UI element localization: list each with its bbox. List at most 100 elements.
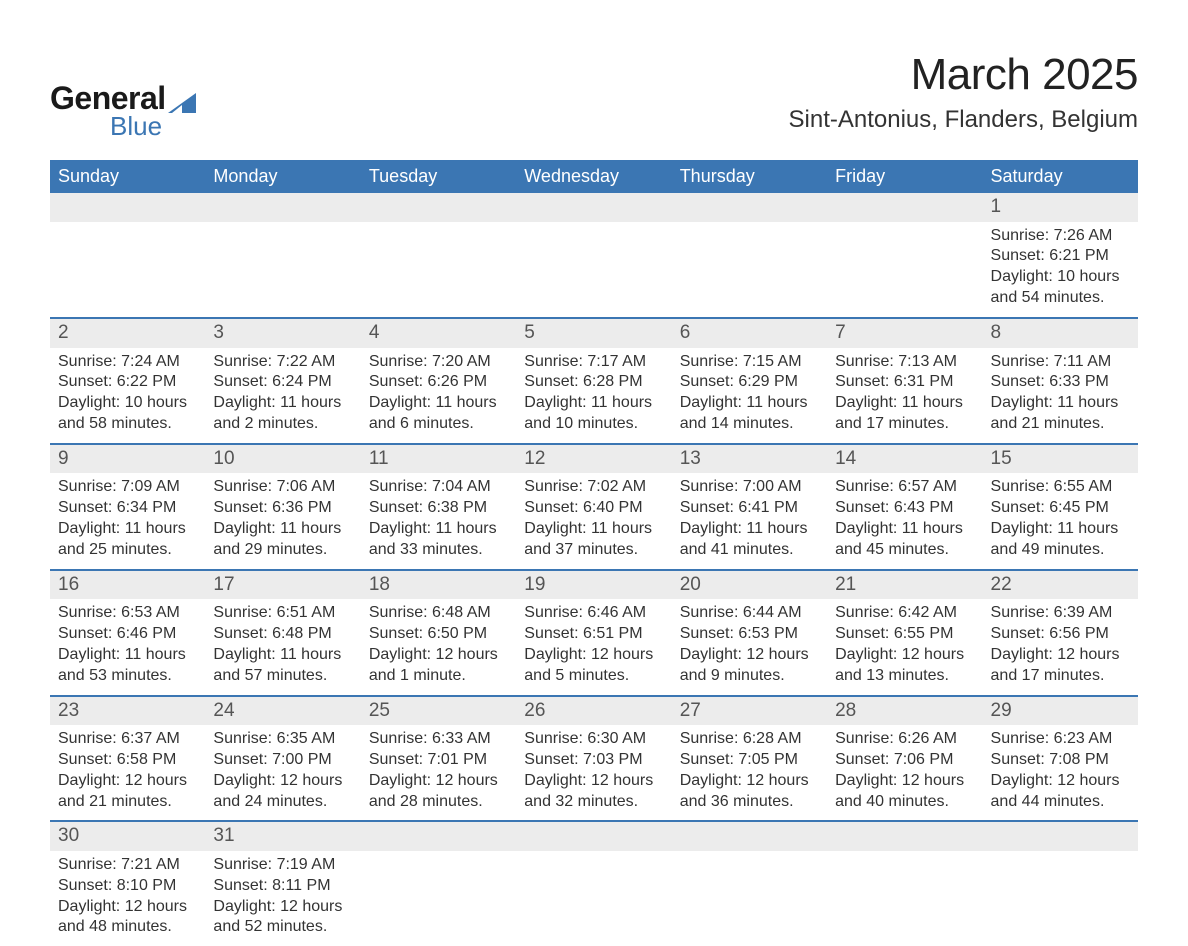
day-number-cell	[361, 821, 516, 851]
day-detail-cell	[516, 851, 671, 946]
sunrise-line: Sunrise: 6:28 AM	[680, 729, 819, 750]
sunrise-line: Sunrise: 7:11 AM	[991, 352, 1130, 373]
sunset-line: Sunset: 6:43 PM	[835, 498, 974, 519]
day-detail-cell: Sunrise: 6:26 AMSunset: 7:06 PMDaylight:…	[827, 725, 982, 821]
sunrise-line: Sunrise: 6:51 AM	[213, 603, 352, 624]
day-number-cell: 6	[672, 318, 827, 348]
day-detail-lines: Sunrise: 7:06 AMSunset: 6:36 PMDaylight:…	[213, 477, 352, 560]
day-detail-lines: Sunrise: 6:51 AMSunset: 6:48 PMDaylight:…	[213, 603, 352, 686]
day-detail-cell: Sunrise: 7:19 AMSunset: 8:11 PMDaylight:…	[205, 851, 360, 946]
day-number-cell: 25	[361, 696, 516, 726]
day-detail-lines: Sunrise: 6:37 AMSunset: 6:58 PMDaylight:…	[58, 729, 197, 812]
sunset-line: Sunset: 6:51 PM	[524, 624, 663, 645]
daylight-line: Daylight: 11 hours and 10 minutes.	[524, 393, 663, 435]
day-number-cell: 23	[50, 696, 205, 726]
day-detail-cell: Sunrise: 6:28 AMSunset: 7:05 PMDaylight:…	[672, 725, 827, 821]
day-detail-cell: Sunrise: 6:57 AMSunset: 6:43 PMDaylight:…	[827, 473, 982, 569]
daylight-line: Daylight: 11 hours and 14 minutes.	[680, 393, 819, 435]
sunrise-line: Sunrise: 6:33 AM	[369, 729, 508, 750]
weekday-header: Monday	[205, 160, 360, 193]
sunrise-line: Sunrise: 6:35 AM	[213, 729, 352, 750]
sunset-line: Sunset: 7:08 PM	[991, 750, 1130, 771]
day-number-cell: 5	[516, 318, 671, 348]
day-number-cell: 4	[361, 318, 516, 348]
sunset-line: Sunset: 6:22 PM	[58, 372, 197, 393]
sunset-line: Sunset: 6:21 PM	[991, 246, 1130, 267]
daylight-line: Daylight: 12 hours and 13 minutes.	[835, 645, 974, 687]
sunrise-line: Sunrise: 7:24 AM	[58, 352, 197, 373]
day-detail-row: Sunrise: 7:24 AMSunset: 6:22 PMDaylight:…	[50, 348, 1138, 444]
day-number-cell: 20	[672, 570, 827, 600]
sunset-line: Sunset: 6:36 PM	[213, 498, 352, 519]
daylight-line: Daylight: 10 hours and 54 minutes.	[991, 267, 1130, 309]
sunrise-line: Sunrise: 6:23 AM	[991, 729, 1130, 750]
daylight-line: Daylight: 11 hours and 6 minutes.	[369, 393, 508, 435]
day-number-cell: 15	[983, 444, 1138, 474]
day-number-cell	[516, 193, 671, 222]
day-detail-lines: Sunrise: 6:44 AMSunset: 6:53 PMDaylight:…	[680, 603, 819, 686]
sunrise-line: Sunrise: 7:21 AM	[58, 855, 197, 876]
day-detail-row: Sunrise: 6:53 AMSunset: 6:46 PMDaylight:…	[50, 599, 1138, 695]
day-detail-cell: Sunrise: 6:35 AMSunset: 7:00 PMDaylight:…	[205, 725, 360, 821]
sunrise-line: Sunrise: 7:00 AM	[680, 477, 819, 498]
day-number-cell: 12	[516, 444, 671, 474]
day-detail-lines: Sunrise: 7:04 AMSunset: 6:38 PMDaylight:…	[369, 477, 508, 560]
sunset-line: Sunset: 6:29 PM	[680, 372, 819, 393]
day-detail-cell	[983, 851, 1138, 946]
day-detail-lines: Sunrise: 6:35 AMSunset: 7:00 PMDaylight:…	[213, 729, 352, 812]
daylight-line: Daylight: 11 hours and 49 minutes.	[991, 519, 1130, 561]
day-detail-cell: Sunrise: 7:00 AMSunset: 6:41 PMDaylight:…	[672, 473, 827, 569]
day-detail-cell: Sunrise: 6:42 AMSunset: 6:55 PMDaylight:…	[827, 599, 982, 695]
day-number-cell: 13	[672, 444, 827, 474]
sunset-line: Sunset: 8:10 PM	[58, 876, 197, 897]
sunset-line: Sunset: 6:45 PM	[991, 498, 1130, 519]
sunrise-line: Sunrise: 7:17 AM	[524, 352, 663, 373]
day-detail-cell: Sunrise: 7:22 AMSunset: 6:24 PMDaylight:…	[205, 348, 360, 444]
daylight-line: Daylight: 11 hours and 57 minutes.	[213, 645, 352, 687]
day-detail-lines: Sunrise: 7:19 AMSunset: 8:11 PMDaylight:…	[213, 855, 352, 938]
day-number-cell	[672, 821, 827, 851]
day-number-cell: 30	[50, 821, 205, 851]
day-detail-lines: Sunrise: 7:17 AMSunset: 6:28 PMDaylight:…	[524, 352, 663, 435]
day-number-cell: 8	[983, 318, 1138, 348]
day-number-row: 16171819202122	[50, 570, 1138, 600]
day-number-row: 23242526272829	[50, 696, 1138, 726]
day-number-cell: 24	[205, 696, 360, 726]
daylight-line: Daylight: 11 hours and 53 minutes.	[58, 645, 197, 687]
sunset-line: Sunset: 6:50 PM	[369, 624, 508, 645]
day-detail-lines: Sunrise: 7:20 AMSunset: 6:26 PMDaylight:…	[369, 352, 508, 435]
sunset-line: Sunset: 6:34 PM	[58, 498, 197, 519]
sunset-line: Sunset: 8:11 PM	[213, 876, 352, 897]
day-number-cell: 11	[361, 444, 516, 474]
sunrise-line: Sunrise: 6:37 AM	[58, 729, 197, 750]
day-detail-cell: Sunrise: 6:55 AMSunset: 6:45 PMDaylight:…	[983, 473, 1138, 569]
day-number-cell: 19	[516, 570, 671, 600]
daylight-line: Daylight: 11 hours and 33 minutes.	[369, 519, 508, 561]
month-title: March 2025	[789, 50, 1139, 100]
daylight-line: Daylight: 10 hours and 58 minutes.	[58, 393, 197, 435]
day-number-cell: 2	[50, 318, 205, 348]
day-detail-cell	[672, 222, 827, 318]
daylight-line: Daylight: 12 hours and 17 minutes.	[991, 645, 1130, 687]
day-detail-cell	[516, 222, 671, 318]
brand-triangle-icon	[168, 91, 196, 113]
day-number-cell: 31	[205, 821, 360, 851]
day-detail-lines: Sunrise: 6:57 AMSunset: 6:43 PMDaylight:…	[835, 477, 974, 560]
day-detail-row: Sunrise: 7:26 AMSunset: 6:21 PMDaylight:…	[50, 222, 1138, 318]
day-number-cell	[361, 193, 516, 222]
sunset-line: Sunset: 6:40 PM	[524, 498, 663, 519]
daylight-line: Daylight: 12 hours and 9 minutes.	[680, 645, 819, 687]
day-detail-lines: Sunrise: 6:46 AMSunset: 6:51 PMDaylight:…	[524, 603, 663, 686]
day-number-cell	[827, 821, 982, 851]
day-number-cell: 29	[983, 696, 1138, 726]
day-number-cell: 22	[983, 570, 1138, 600]
day-detail-cell: Sunrise: 7:21 AMSunset: 8:10 PMDaylight:…	[50, 851, 205, 946]
day-detail-lines: Sunrise: 6:33 AMSunset: 7:01 PMDaylight:…	[369, 729, 508, 812]
sunset-line: Sunset: 7:05 PM	[680, 750, 819, 771]
day-detail-lines: Sunrise: 6:28 AMSunset: 7:05 PMDaylight:…	[680, 729, 819, 812]
sunrise-line: Sunrise: 7:06 AM	[213, 477, 352, 498]
day-detail-lines: Sunrise: 6:42 AMSunset: 6:55 PMDaylight:…	[835, 603, 974, 686]
sunset-line: Sunset: 6:28 PM	[524, 372, 663, 393]
day-detail-cell: Sunrise: 7:26 AMSunset: 6:21 PMDaylight:…	[983, 222, 1138, 318]
daylight-line: Daylight: 11 hours and 45 minutes.	[835, 519, 974, 561]
